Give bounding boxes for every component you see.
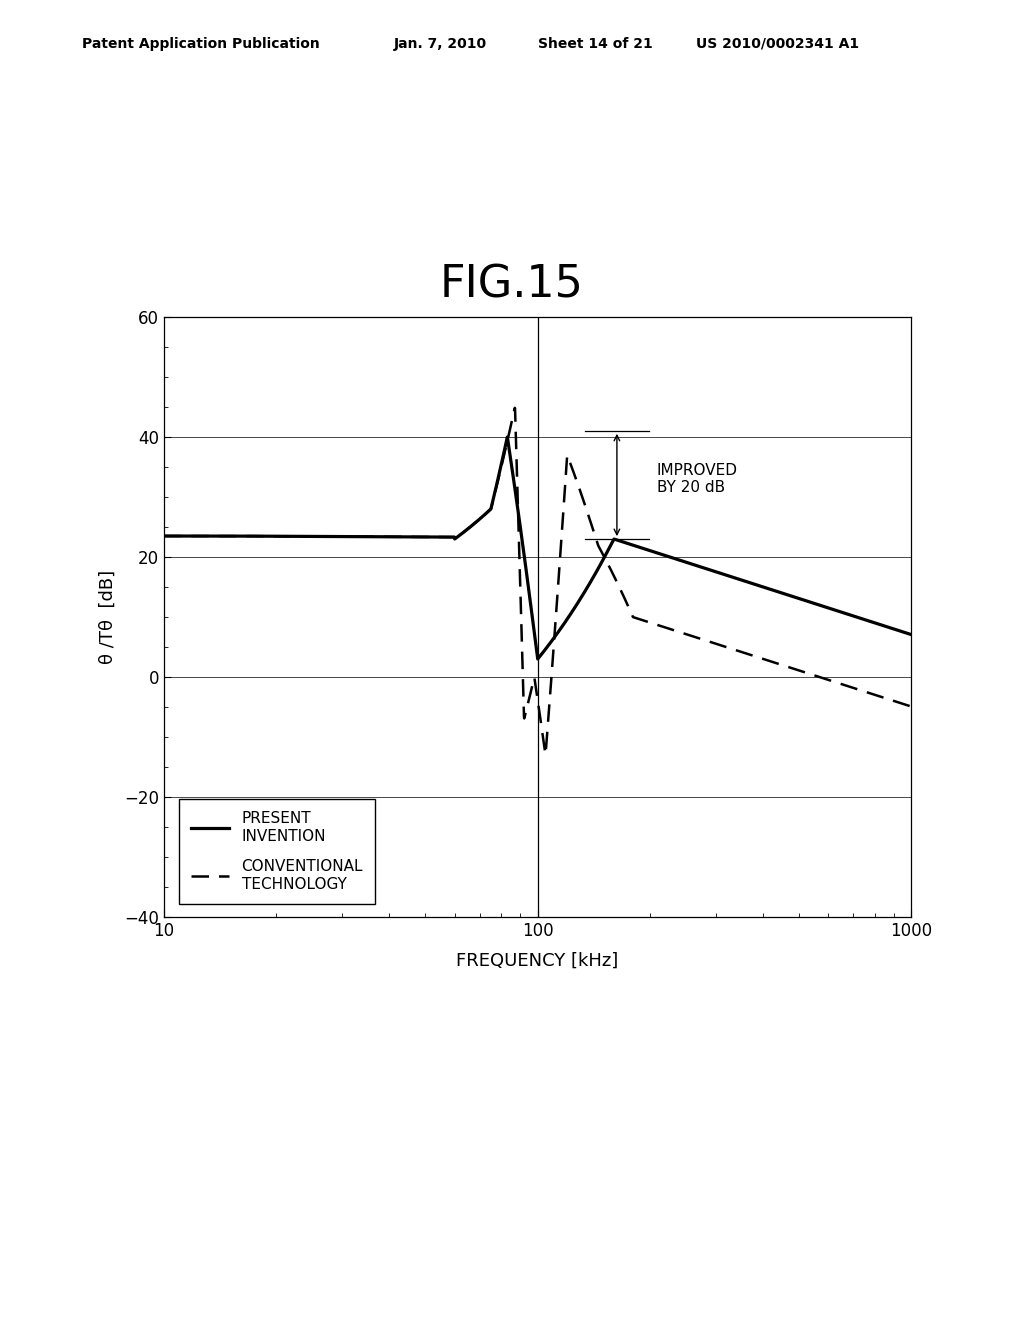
X-axis label: FREQUENCY [kHz]: FREQUENCY [kHz] [457, 952, 618, 969]
Text: FIG.15: FIG.15 [440, 264, 584, 308]
Text: Patent Application Publication: Patent Application Publication [82, 37, 319, 51]
Legend: PRESENT
INVENTION, CONVENTIONAL
TECHNOLOGY: PRESENT INVENTION, CONVENTIONAL TECHNOLO… [179, 799, 376, 904]
Text: Sheet 14 of 21: Sheet 14 of 21 [538, 37, 652, 51]
Y-axis label: θ /Tθ  [dB]: θ /Tθ [dB] [99, 570, 117, 664]
Text: Jan. 7, 2010: Jan. 7, 2010 [394, 37, 487, 51]
Text: US 2010/0002341 A1: US 2010/0002341 A1 [696, 37, 859, 51]
Text: IMPROVED
BY 20 dB: IMPROVED BY 20 dB [657, 463, 738, 495]
